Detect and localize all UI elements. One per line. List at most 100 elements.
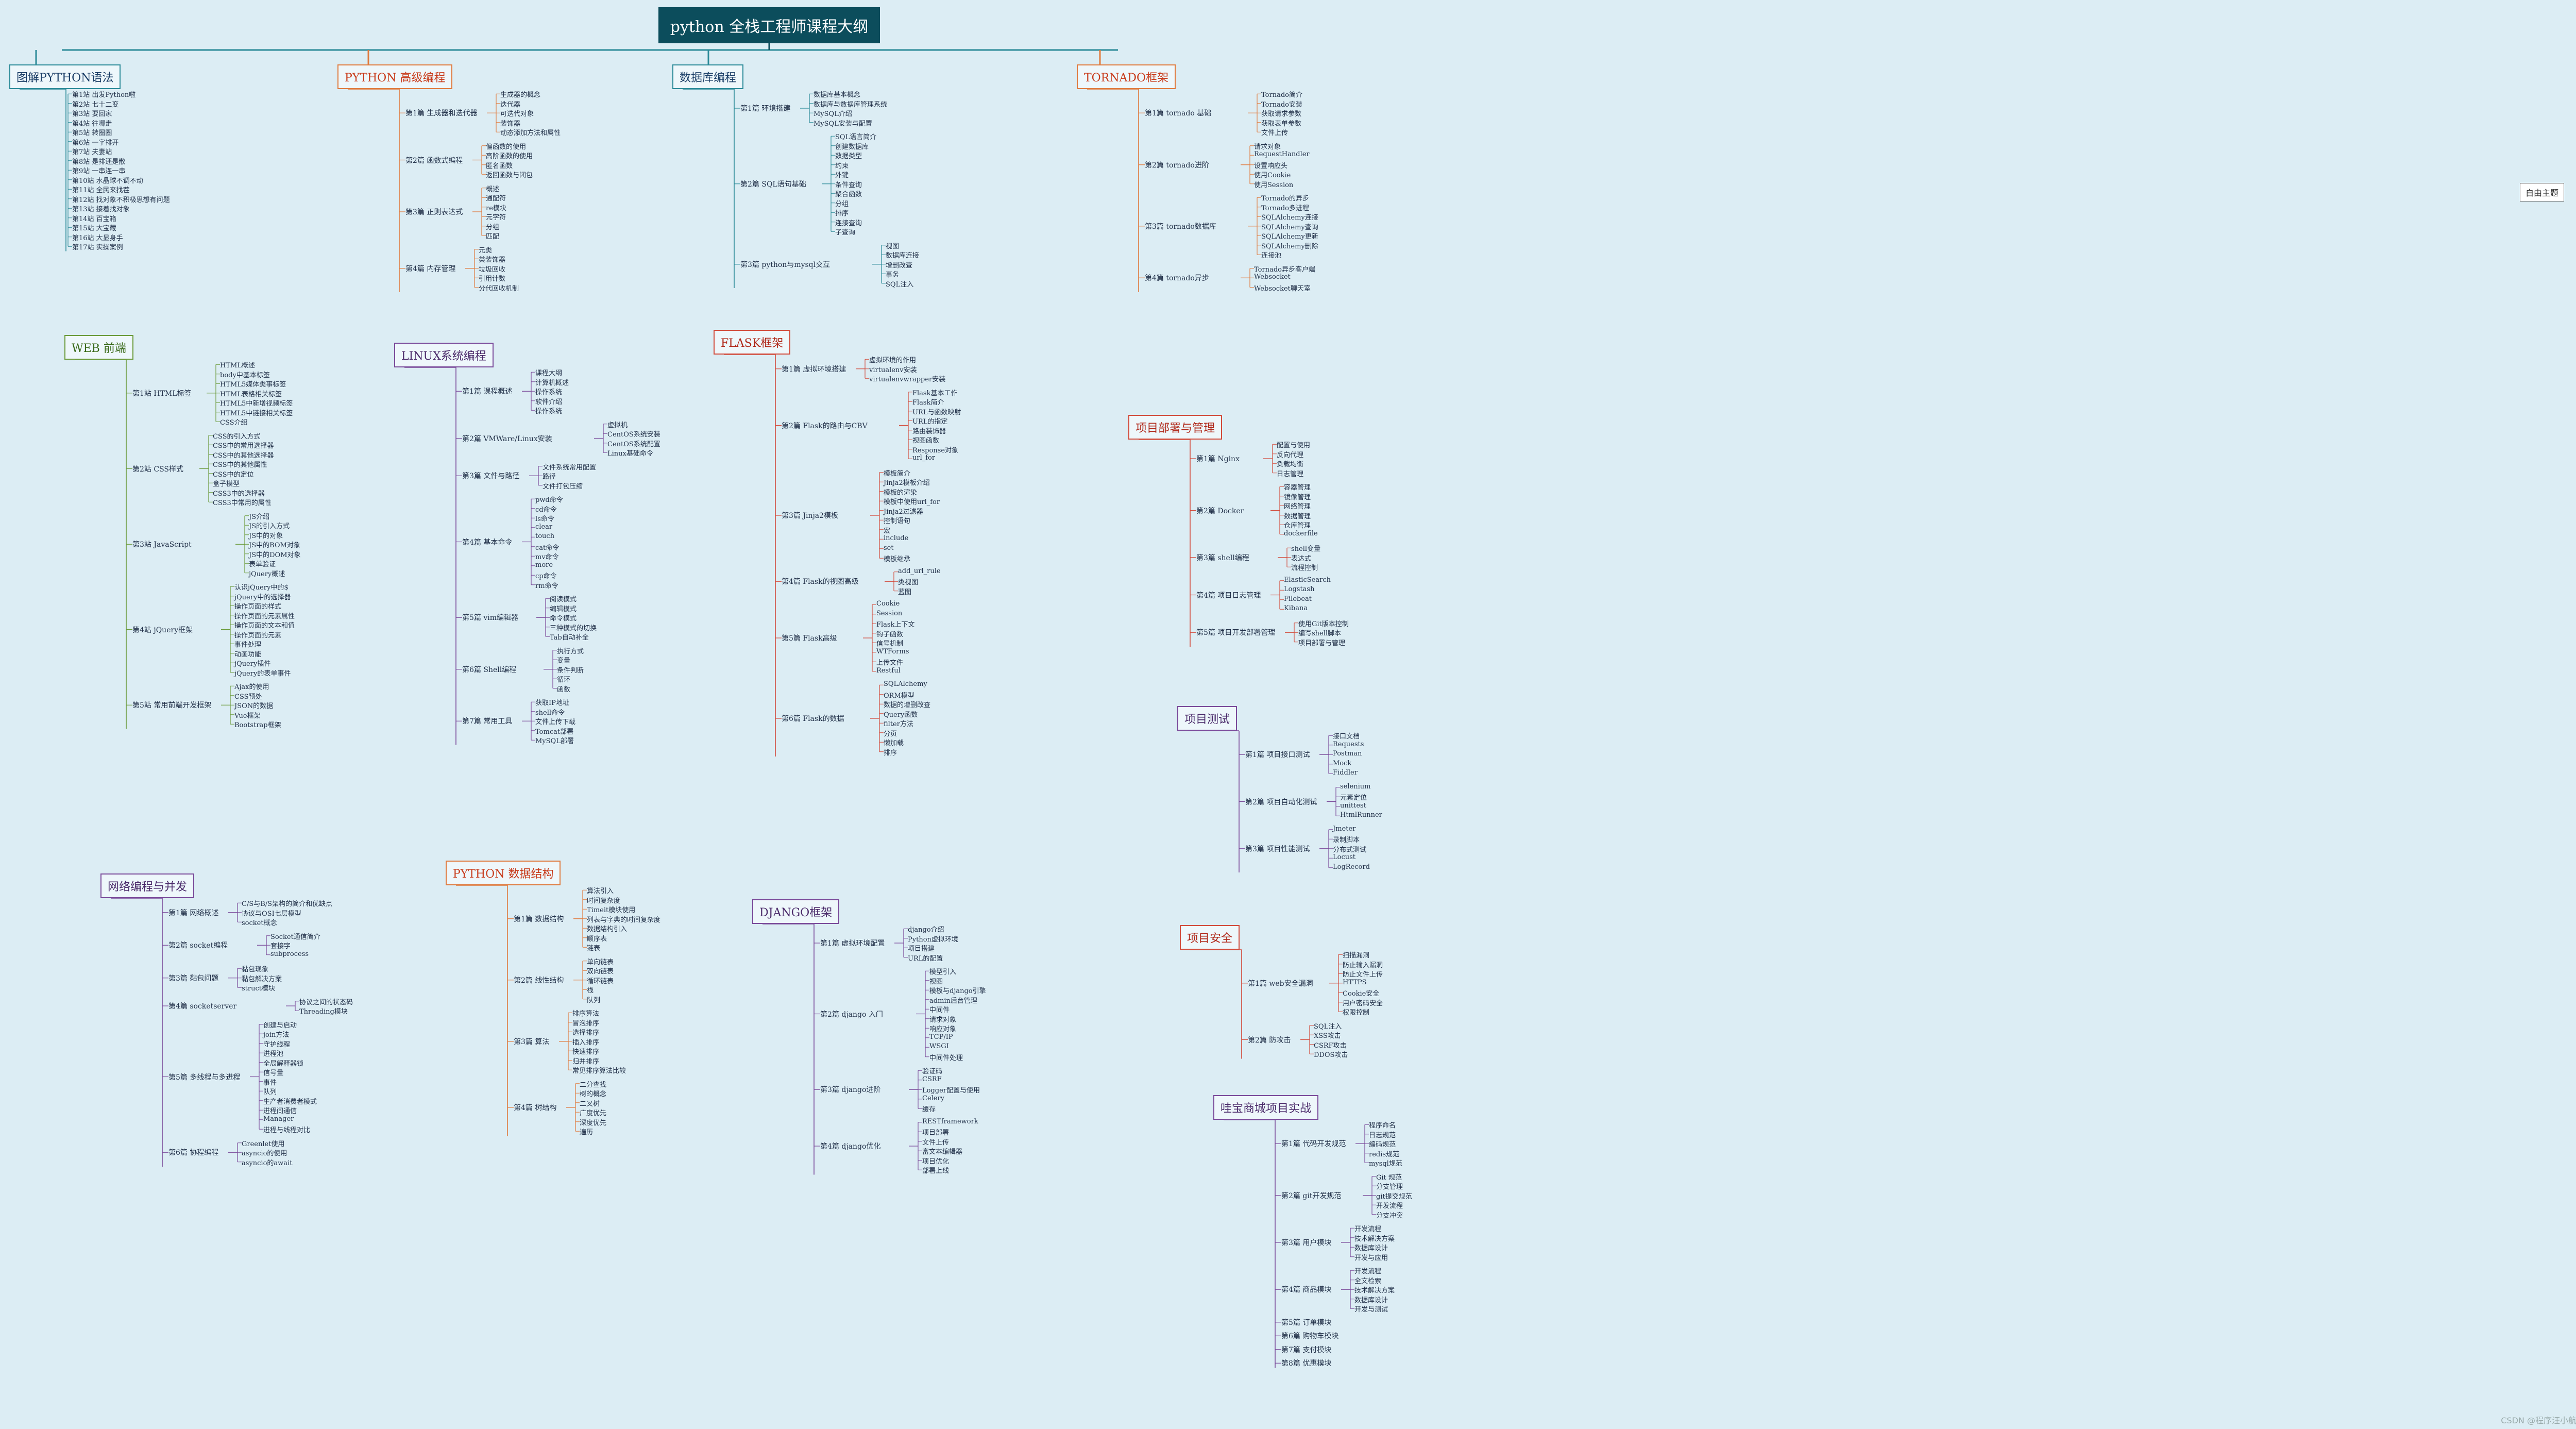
group-13-3[interactable]: 第4篇 商品模块 bbox=[1281, 1286, 1332, 1294]
group-7-2[interactable]: 第3篇 Jinja2模板 bbox=[782, 512, 839, 520]
group-10-1[interactable]: 第2篇 Docker bbox=[1196, 507, 1244, 515]
group-11-2[interactable]: 第3篇 项目性能测试 bbox=[1245, 845, 1310, 853]
item-8-1-3[interactable]: admin后台管理 bbox=[929, 997, 977, 1005]
item-11-2-2[interactable]: 分布式测试 bbox=[1333, 846, 1367, 854]
branch-6[interactable]: 数据库编程 bbox=[672, 64, 744, 89]
item-1-4-1[interactable]: CSS预处 bbox=[234, 693, 262, 701]
item-4-5-2[interactable]: 条件判断 bbox=[557, 666, 584, 675]
group-7-3[interactable]: 第4篇 Flask的视图高级 bbox=[782, 578, 859, 586]
item-9-2-2[interactable]: SQLAlchemy连接 bbox=[1261, 214, 1318, 222]
item-7-4-7[interactable]: Restful bbox=[876, 666, 901, 675]
item-13-3-4[interactable]: 开发与测试 bbox=[1354, 1306, 1388, 1314]
item-9-0-1[interactable]: Tornado安装 bbox=[1261, 100, 1302, 109]
item-5-3-3[interactable]: 广度优先 bbox=[580, 1109, 607, 1117]
item-9-2-1[interactable]: Tornado多进程 bbox=[1261, 204, 1309, 212]
group-1-1[interactable]: 第2站 CSS样式 bbox=[132, 465, 184, 474]
item-12-0-5[interactable]: 用户密码安全 bbox=[1343, 999, 1383, 1007]
group-3-0[interactable]: 第1篇 生成器和迭代器 bbox=[405, 109, 478, 118]
group-2-2[interactable]: 第3篇 黏包问题 bbox=[168, 974, 219, 983]
item-13-1-3[interactable]: 开发流程 bbox=[1376, 1202, 1403, 1210]
item-5-0-6[interactable]: 链表 bbox=[587, 945, 601, 952]
item-1-1-7[interactable]: CSS3中常用的属性 bbox=[213, 499, 272, 507]
item-11-0-1[interactable]: Requests bbox=[1333, 740, 1364, 748]
item-8-2-3[interactable]: Celery bbox=[922, 1094, 945, 1102]
item-10-2-1[interactable]: 表达式 bbox=[1291, 554, 1312, 563]
item-8-2-2[interactable]: Logger配置与使用 bbox=[922, 1087, 980, 1095]
item-0-0-4[interactable]: 第5站 转圈圈 bbox=[72, 129, 112, 137]
item-0-0-10[interactable]: 第11站 全民来找茬 bbox=[72, 187, 130, 194]
item-11-1-3[interactable]: HtmlRunner bbox=[1340, 811, 1382, 819]
item-0-0-11[interactable]: 第12站 找对象不积极思想有问题 bbox=[72, 196, 170, 204]
item-3-1-2[interactable]: 匿名函数 bbox=[486, 162, 513, 170]
item-5-1-3[interactable]: 栈 bbox=[587, 987, 594, 995]
item-1-2-3[interactable]: JS中的BOM对象 bbox=[249, 542, 300, 549]
item-6-1-6[interactable]: 聚合函数 bbox=[835, 191, 862, 198]
item-4-4-1[interactable]: 编辑模式 bbox=[550, 605, 577, 613]
group-4-5[interactable]: 第6篇 Shell编程 bbox=[462, 665, 517, 674]
item-2-4-6[interactable]: 事件 bbox=[263, 1079, 277, 1087]
item-11-2-4[interactable]: LogRecord bbox=[1333, 863, 1370, 871]
group-5-2[interactable]: 第3篇 算法 bbox=[514, 1037, 550, 1046]
item-4-3-5[interactable]: cat命令 bbox=[535, 544, 560, 552]
group-2-3[interactable]: 第4篇 socketserver bbox=[168, 1002, 237, 1011]
item-6-1-5[interactable]: 条件查询 bbox=[835, 181, 862, 189]
item-1-2-0[interactable]: JS介绍 bbox=[249, 513, 270, 521]
item-7-2-9[interactable]: 模板继承 bbox=[884, 556, 911, 563]
item-10-4-1[interactable]: 编写shell脚本 bbox=[1298, 630, 1342, 637]
group-4-3[interactable]: 第4篇 基本命令 bbox=[462, 538, 513, 547]
item-5-3-1[interactable]: 树的概念 bbox=[580, 1090, 607, 1098]
group-11-1[interactable]: 第2篇 项目自动化测试 bbox=[1245, 798, 1317, 806]
item-8-3-2[interactable]: 文件上传 bbox=[922, 1138, 950, 1147]
item-4-3-1[interactable]: cd命令 bbox=[535, 506, 557, 514]
item-10-2-0[interactable]: shell变量 bbox=[1291, 545, 1321, 553]
branch-3[interactable]: PYTHON 高级编程 bbox=[337, 64, 453, 89]
item-13-1-1[interactable]: 分支管理 bbox=[1376, 1183, 1403, 1191]
group-8-0[interactable]: 第1篇 虚拟环境配置 bbox=[820, 939, 885, 948]
item-0-0-6[interactable]: 第7站 夫妻站 bbox=[72, 148, 112, 156]
item-10-1-1[interactable]: 镜像管理 bbox=[1284, 493, 1311, 501]
item-0-0-0[interactable]: 第1站 出发Python啦 bbox=[72, 91, 136, 99]
item-3-2-3[interactable]: 元字符 bbox=[486, 214, 506, 222]
group-4-4[interactable]: 第5篇 vim编辑器 bbox=[462, 614, 519, 623]
item-0-0-13[interactable]: 第14站 百宝箱 bbox=[72, 215, 116, 223]
item-5-1-2[interactable]: 循环链表 bbox=[587, 977, 614, 985]
item-4-3-4[interactable]: touch bbox=[535, 532, 555, 540]
item-2-5-0[interactable]: Greenlet使用 bbox=[242, 1140, 285, 1148]
item-9-3-1[interactable]: Websocket bbox=[1254, 273, 1291, 281]
item-5-1-1[interactable]: 双向链表 bbox=[587, 968, 614, 976]
item-11-1-0[interactable]: selenium bbox=[1340, 782, 1371, 791]
item-4-6-2[interactable]: 文件上传下载 bbox=[535, 718, 576, 726]
item-3-1-0[interactable]: 偏函数的使用 bbox=[486, 143, 527, 151]
item-9-2-6[interactable]: 连接池 bbox=[1261, 252, 1282, 260]
item-7-2-7[interactable]: include bbox=[884, 534, 909, 542]
group-13-6[interactable]: 第7篇 支付模块 bbox=[1281, 1346, 1332, 1354]
item-10-0-0[interactable]: 配置与使用 bbox=[1277, 442, 1311, 449]
item-2-1-2[interactable]: subprocess bbox=[270, 950, 309, 958]
item-9-1-2[interactable]: 设置响应头 bbox=[1254, 162, 1288, 170]
item-4-0-0[interactable]: 课程大纲 bbox=[535, 369, 563, 377]
item-11-0-3[interactable]: Mock bbox=[1333, 759, 1352, 767]
group-3-3[interactable]: 第4篇 内存管理 bbox=[405, 264, 456, 273]
item-2-2-1[interactable]: 黏包解决方案 bbox=[242, 975, 282, 983]
item-4-3-0[interactable]: pwd命令 bbox=[535, 496, 563, 504]
item-13-3-2[interactable]: 技术解决方案 bbox=[1354, 1287, 1395, 1294]
item-6-0-1[interactable]: 数据库与数据库管理系统 bbox=[814, 100, 888, 109]
item-13-0-4[interactable]: mysql规范 bbox=[1369, 1160, 1402, 1168]
item-10-1-5[interactable]: dockerfile bbox=[1284, 529, 1318, 537]
item-5-2-2[interactable]: 选择排序 bbox=[572, 1029, 600, 1037]
item-2-4-7[interactable]: 队列 bbox=[263, 1088, 277, 1096]
item-6-2-1[interactable]: 数据库连接 bbox=[886, 252, 920, 260]
item-3-2-0[interactable]: 概述 bbox=[486, 185, 500, 193]
item-8-1-6[interactable]: 响应对象 bbox=[929, 1025, 957, 1033]
item-6-0-3[interactable]: MySQL安装与配置 bbox=[814, 120, 872, 128]
group-8-2[interactable]: 第3篇 django进阶 bbox=[820, 1086, 881, 1095]
item-12-0-6[interactable]: 权限控制 bbox=[1343, 1009, 1370, 1017]
item-6-2-3[interactable]: 事务 bbox=[886, 271, 900, 279]
item-4-5-3[interactable]: 循环 bbox=[557, 676, 571, 684]
group-2-5[interactable]: 第6篇 协程编程 bbox=[168, 1149, 219, 1157]
group-1-0[interactable]: 第1站 HTML标签 bbox=[132, 389, 192, 398]
item-7-5-5[interactable]: 分页 bbox=[884, 730, 897, 738]
item-6-1-7[interactable]: 分组 bbox=[835, 200, 849, 208]
item-9-2-4[interactable]: SQLAlchemy更新 bbox=[1261, 233, 1318, 241]
item-8-1-5[interactable]: 请求对象 bbox=[929, 1016, 957, 1024]
